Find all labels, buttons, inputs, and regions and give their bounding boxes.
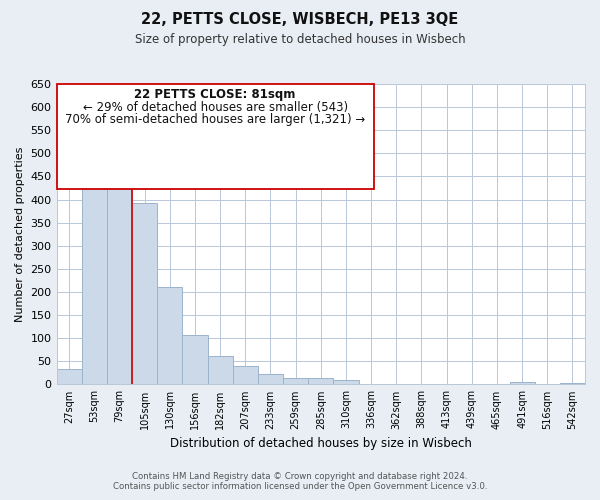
Text: Contains HM Land Registry data © Crown copyright and database right 2024.: Contains HM Land Registry data © Crown c… bbox=[132, 472, 468, 481]
Bar bbox=[560, 383, 585, 384]
Bar bbox=[233, 366, 258, 384]
Bar bbox=[334, 380, 359, 384]
Bar bbox=[107, 151, 132, 384]
Bar bbox=[509, 382, 535, 384]
X-axis label: Distribution of detached houses by size in Wisbech: Distribution of detached houses by size … bbox=[170, 437, 472, 450]
Bar bbox=[82, 157, 107, 384]
Bar bbox=[157, 288, 182, 384]
Text: Size of property relative to detached houses in Wisbech: Size of property relative to detached ho… bbox=[134, 32, 466, 46]
Bar bbox=[208, 356, 233, 384]
Text: Contains public sector information licensed under the Open Government Licence v3: Contains public sector information licen… bbox=[113, 482, 487, 491]
Bar bbox=[56, 369, 82, 384]
Bar bbox=[308, 378, 334, 384]
Bar bbox=[182, 335, 208, 384]
Text: ← 29% of detached houses are smaller (543): ← 29% of detached houses are smaller (54… bbox=[83, 100, 347, 114]
Bar bbox=[258, 374, 283, 384]
Text: 22, PETTS CLOSE, WISBECH, PE13 3QE: 22, PETTS CLOSE, WISBECH, PE13 3QE bbox=[142, 12, 458, 28]
Text: 70% of semi-detached houses are larger (1,321) →: 70% of semi-detached houses are larger (… bbox=[65, 112, 365, 126]
Text: 22 PETTS CLOSE: 81sqm: 22 PETTS CLOSE: 81sqm bbox=[134, 88, 296, 101]
Bar bbox=[132, 203, 157, 384]
Bar bbox=[283, 378, 308, 384]
Y-axis label: Number of detached properties: Number of detached properties bbox=[15, 146, 25, 322]
